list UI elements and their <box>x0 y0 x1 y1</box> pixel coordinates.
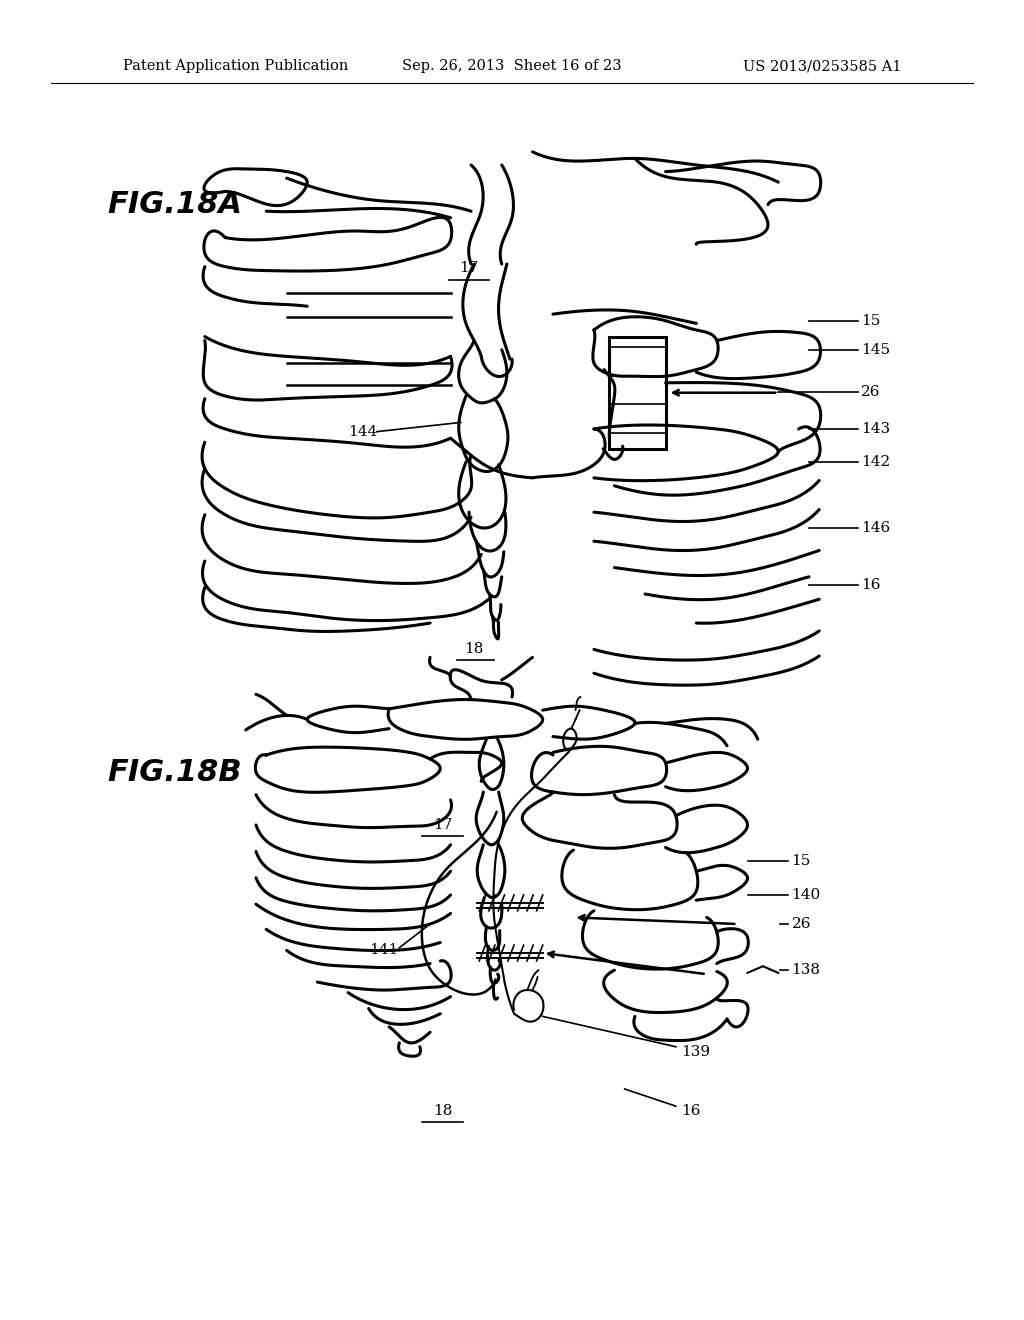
Text: 144: 144 <box>348 425 378 438</box>
Text: 16: 16 <box>861 578 881 591</box>
Text: FIG.18A: FIG.18A <box>108 190 243 219</box>
Text: 26: 26 <box>792 917 811 931</box>
Text: 15: 15 <box>861 314 881 327</box>
Text: Sep. 26, 2013  Sheet 16 of 23: Sep. 26, 2013 Sheet 16 of 23 <box>402 59 622 74</box>
Text: 146: 146 <box>861 521 891 535</box>
Text: 140: 140 <box>792 888 821 902</box>
Text: FIG.18B: FIG.18B <box>108 758 242 787</box>
Text: 145: 145 <box>861 343 890 356</box>
Text: 142: 142 <box>861 455 891 469</box>
Text: 143: 143 <box>861 422 890 436</box>
Text: 18: 18 <box>465 643 483 656</box>
Text: 15: 15 <box>792 854 811 867</box>
Text: 26: 26 <box>861 385 881 399</box>
Text: 141: 141 <box>369 944 398 957</box>
Text: 18: 18 <box>433 1105 452 1118</box>
Text: 17: 17 <box>433 818 452 832</box>
Text: Patent Application Publication: Patent Application Publication <box>123 59 348 74</box>
Text: 17: 17 <box>460 261 478 275</box>
Text: US 2013/0253585 A1: US 2013/0253585 A1 <box>742 59 901 74</box>
Text: 139: 139 <box>681 1045 710 1059</box>
Text: 16: 16 <box>681 1105 700 1118</box>
Text: 138: 138 <box>792 964 820 977</box>
FancyBboxPatch shape <box>609 337 666 449</box>
